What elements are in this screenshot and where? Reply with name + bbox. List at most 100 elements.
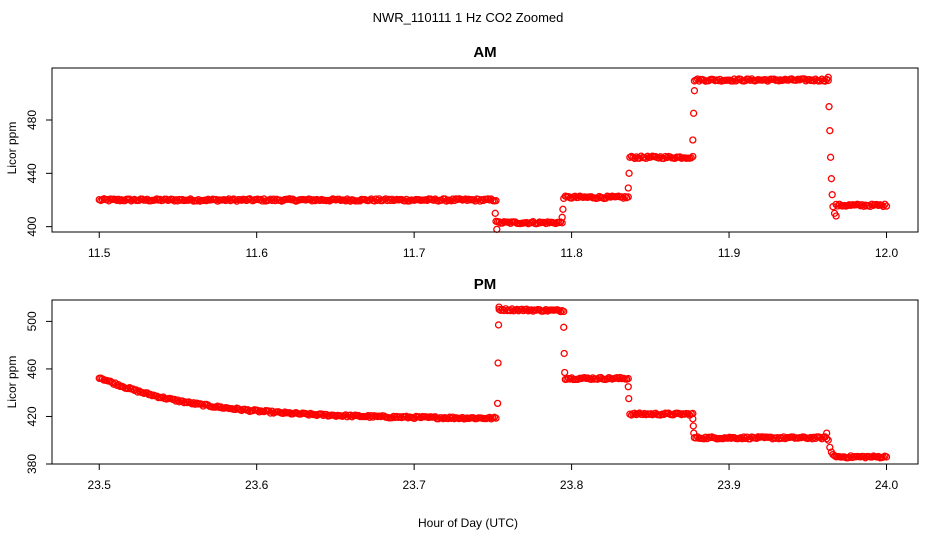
panel-am-point-488 <box>491 209 499 217</box>
panel-pm-point-488 <box>494 321 503 329</box>
panel-pm-point-324 <box>616 373 624 382</box>
panel-pm-point-495 <box>689 415 697 423</box>
panel-am-point-506 <box>832 212 840 220</box>
panel-pm-point-289 <box>560 307 568 316</box>
panel-am-point-494 <box>625 169 633 177</box>
panel-am-title: AM <box>473 44 496 61</box>
panel-am-ytick-label-1: 440 <box>25 163 39 183</box>
panel-pm-point-154 <box>341 411 350 419</box>
panel-am-ylabel: Licor ppm <box>5 122 19 175</box>
panel-am-point-369 <box>687 154 695 162</box>
panel-am-point-150 <box>335 195 343 203</box>
panel-pm-point-492 <box>561 368 569 377</box>
panel-pm-point-493 <box>624 383 632 391</box>
panel-am-point-327 <box>619 194 628 202</box>
panel-am-xtick-label-4: 11.9 <box>718 246 741 260</box>
panel-am-point-503 <box>828 191 836 199</box>
panel-pm-ytick-label-2: 460 <box>25 359 39 379</box>
panel-pm-point-248 <box>492 414 500 422</box>
panel-am-axes: 11.5 11.6 11.7 11.8 11.9 12.0 400 440 480 <box>25 110 899 260</box>
panel-pm-axes: 23.5 23.6 23.7 23.8 23.9 24.0 380 420 460 500 <box>25 311 899 492</box>
panel-am-point-12 <box>114 195 123 203</box>
panel-am-xtick-label-0: 11.5 <box>88 246 111 260</box>
panel-pm-point-500 <box>826 443 834 452</box>
panel-am-point-279 <box>542 219 550 228</box>
panel-pm-point-270 <box>529 307 537 315</box>
panel-am-point-173 <box>372 195 380 203</box>
panel-pm-point-49 <box>173 396 182 404</box>
panel-am-point-496 <box>689 109 698 117</box>
panel-am-point-440 <box>800 75 808 83</box>
panel-pm-ylabel: Licor ppm <box>5 356 19 409</box>
panel-pm-point-485 <box>882 453 891 461</box>
chart-title: NWR_110111 1 Hz CO2 Zoomed <box>373 10 564 25</box>
panel-pm-point-491 <box>560 349 568 358</box>
panel-pm-ytick-label-0: 380 <box>25 454 39 474</box>
panel-am: AM Licor ppm 11.5 11.6 11.7 11.8 11.9 12.0 400… <box>5 44 919 260</box>
panel-pm-frame <box>51 299 919 465</box>
panel-am-point-499 <box>825 103 833 111</box>
panel-am-point-349 <box>655 154 663 162</box>
panel-pm-xtick-label-2: 23.7 <box>402 478 426 492</box>
panel-am-point-487 <box>882 202 891 210</box>
panel-am-xtick-label-1: 11.6 <box>245 246 268 260</box>
panel-am-point-450 <box>816 77 824 85</box>
panel-pm-title: PM <box>474 276 497 293</box>
panel-am-xtick-label-3: 11.8 <box>560 246 583 260</box>
panel-pm-point-490 <box>560 323 568 331</box>
panel-pm-point-503 <box>830 452 839 460</box>
panel-pm-point-263 <box>518 305 526 313</box>
panel-pm-point-221 <box>449 413 457 421</box>
panel-am-point-362 <box>676 153 684 161</box>
panel-pm-point-329 <box>624 374 632 383</box>
panel-pm-point-366 <box>684 410 692 418</box>
panel-pm: PM Licor ppm 23.5 23.6 23.7 23.8 23.9 24.0 380… <box>5 276 919 492</box>
panel-pm-xtick-label-4: 23.9 <box>717 478 741 492</box>
panel-am-xtick-label-2: 11.7 <box>403 246 426 260</box>
panel-am-point-484 <box>877 201 886 209</box>
panel-pm-ytick-label-3: 500 <box>25 311 39 331</box>
panel-am-point-502 <box>827 175 836 183</box>
panel-am-point-330 <box>624 193 632 201</box>
panel-pm-xtick-label-3: 23.8 <box>560 478 584 492</box>
panel-pm-xtick-label-5: 24.0 <box>875 478 899 492</box>
panel-am-point-493 <box>624 184 632 192</box>
panel-pm-point-496 <box>689 422 697 430</box>
panel-pm-point-192 <box>402 412 411 420</box>
x-axis-label: Hour of Day (UTC) <box>418 516 518 530</box>
panel-pm-point-257 <box>508 305 516 313</box>
panel-pm-point-256 <box>506 307 515 315</box>
panel-am-xtick-label-5: 12.0 <box>875 246 899 260</box>
panel-pm-point-9 <box>109 380 118 388</box>
panel-am-point-492 <box>559 205 567 213</box>
panel-am-point-491 <box>558 213 566 221</box>
panel-am-point-504 <box>829 203 837 211</box>
panel-am-points <box>95 73 891 233</box>
panel-pm-point-260 <box>513 305 521 314</box>
panel-am-point-489 <box>492 217 500 225</box>
panel-pm-points <box>95 303 891 462</box>
panel-pm-point-402 <box>741 434 750 443</box>
panel-am-point-248 <box>492 197 500 205</box>
panel-am-ytick-label-2: 480 <box>25 110 39 130</box>
panel-pm-point-139 <box>317 410 326 418</box>
panel-am-frame <box>51 67 919 233</box>
panel-am-point-334 <box>631 154 639 163</box>
panel-pm-point-409 <box>752 434 761 443</box>
panel-am-point-500 <box>826 127 834 135</box>
panel-pm-point-498 <box>823 429 831 437</box>
panel-pm-point-502 <box>829 450 837 459</box>
panel-am-point-490 <box>493 225 501 233</box>
panel-pm-point-494 <box>625 394 633 403</box>
panel-pm-point-489 <box>495 303 503 311</box>
panel-am-ytick-label-0: 400 <box>25 216 39 236</box>
panel-am-point-486 <box>881 200 889 208</box>
panel-pm-ytick-label-1: 420 <box>25 406 39 426</box>
panel-am-point-74 <box>213 197 222 205</box>
panel-pm-point-487 <box>494 359 502 367</box>
panel-am-point-455 <box>824 76 832 85</box>
panel-am-point-497 <box>690 87 699 95</box>
panel-pm-point-497 <box>690 429 698 437</box>
